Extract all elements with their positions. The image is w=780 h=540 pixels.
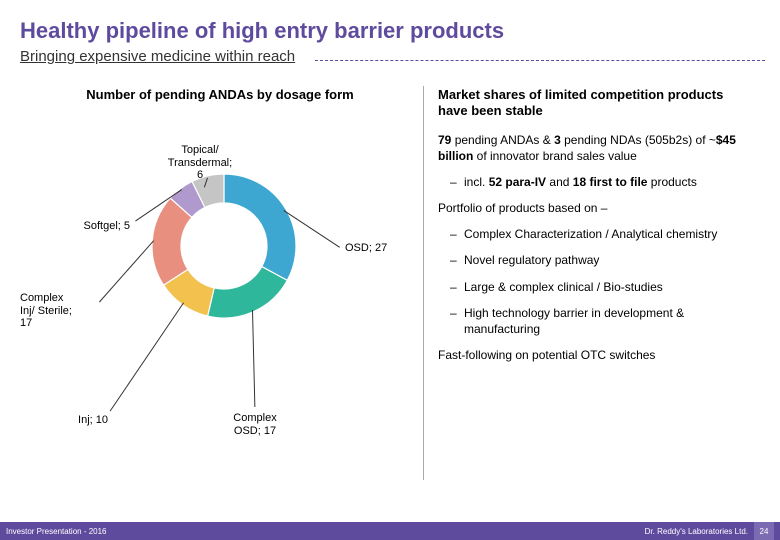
t: of innovator brand sales value — [473, 149, 636, 163]
bullet-clinical-biostudies: Large & complex clinical / Bio-studies — [438, 279, 752, 295]
panel-divider — [423, 86, 424, 480]
leader-line — [252, 310, 255, 407]
leader-line — [99, 240, 154, 302]
title-dashed-rule — [315, 60, 765, 61]
page-title: Healthy pipeline of high entry barrier p… — [0, 0, 780, 44]
slice-label: Softgel; 5 — [60, 220, 130, 233]
donut-slice — [224, 174, 296, 280]
chart-heading: Number of pending ANDAs by dosage form — [20, 87, 420, 102]
left-panel: Number of pending ANDAs by dosage form O… — [20, 87, 420, 462]
andas-count: 79 — [438, 133, 451, 147]
ndas-count: 3 — [554, 133, 561, 147]
footer-right-text: Dr. Reddy's Laboratories Ltd. — [645, 527, 748, 536]
t: incl. — [464, 175, 489, 189]
donut-chart: OSD; 27 Complex OSD; 17 Inj; 10 Complex Inj… — [20, 102, 420, 462]
t: and — [546, 175, 573, 189]
right-heading: Market shares of limited competition pro… — [438, 87, 752, 120]
t: products — [647, 175, 696, 189]
slice-label: OSD; 27 — [345, 242, 405, 255]
leader-line — [109, 303, 184, 412]
slice-label: Topical/ Transdermal; 6 — [145, 144, 255, 182]
para-iv-count: 52 para-IV — [489, 175, 546, 189]
slice-label: Complex OSD; 17 — [215, 412, 295, 437]
first-to-file-count: 18 first to file — [573, 175, 648, 189]
sub-bullet-inclusions: incl. 52 para-IV and 18 first to file pr… — [438, 174, 752, 190]
stat-line-1: 79 pending ANDAs & 3 pending NDAs (505b2… — [438, 132, 752, 164]
page-subtitle: Bringing expensive medicine within reach — [0, 44, 780, 65]
portfolio-intro: Portfolio of products based on – — [438, 200, 752, 216]
slice-label: Complex Inj/ Sterile; 17 — [20, 292, 92, 330]
fast-following-line: Fast-following on potential OTC switches — [438, 347, 752, 363]
footer-bar: Investor Presentation - 2016 Dr. Reddy's… — [0, 522, 780, 540]
bullet-high-tech-barrier: High technology barrier in development &… — [438, 305, 752, 337]
right-panel: Market shares of limited competition pro… — [438, 87, 760, 462]
content-area: Number of pending ANDAs by dosage form O… — [0, 65, 780, 462]
t: pending NDAs (505b2s) of ~ — [561, 133, 716, 147]
slice-label: Inj; 10 — [64, 414, 108, 427]
bullet-novel-regulatory: Novel regulatory pathway — [438, 252, 752, 268]
footer-left-text: Investor Presentation - 2016 — [6, 527, 107, 536]
bullet-complex-characterization: Complex Characterization / Analytical ch… — [438, 226, 752, 242]
page-number: 24 — [754, 522, 774, 540]
t: pending ANDAs & — [451, 133, 554, 147]
donut-slice — [208, 267, 288, 318]
